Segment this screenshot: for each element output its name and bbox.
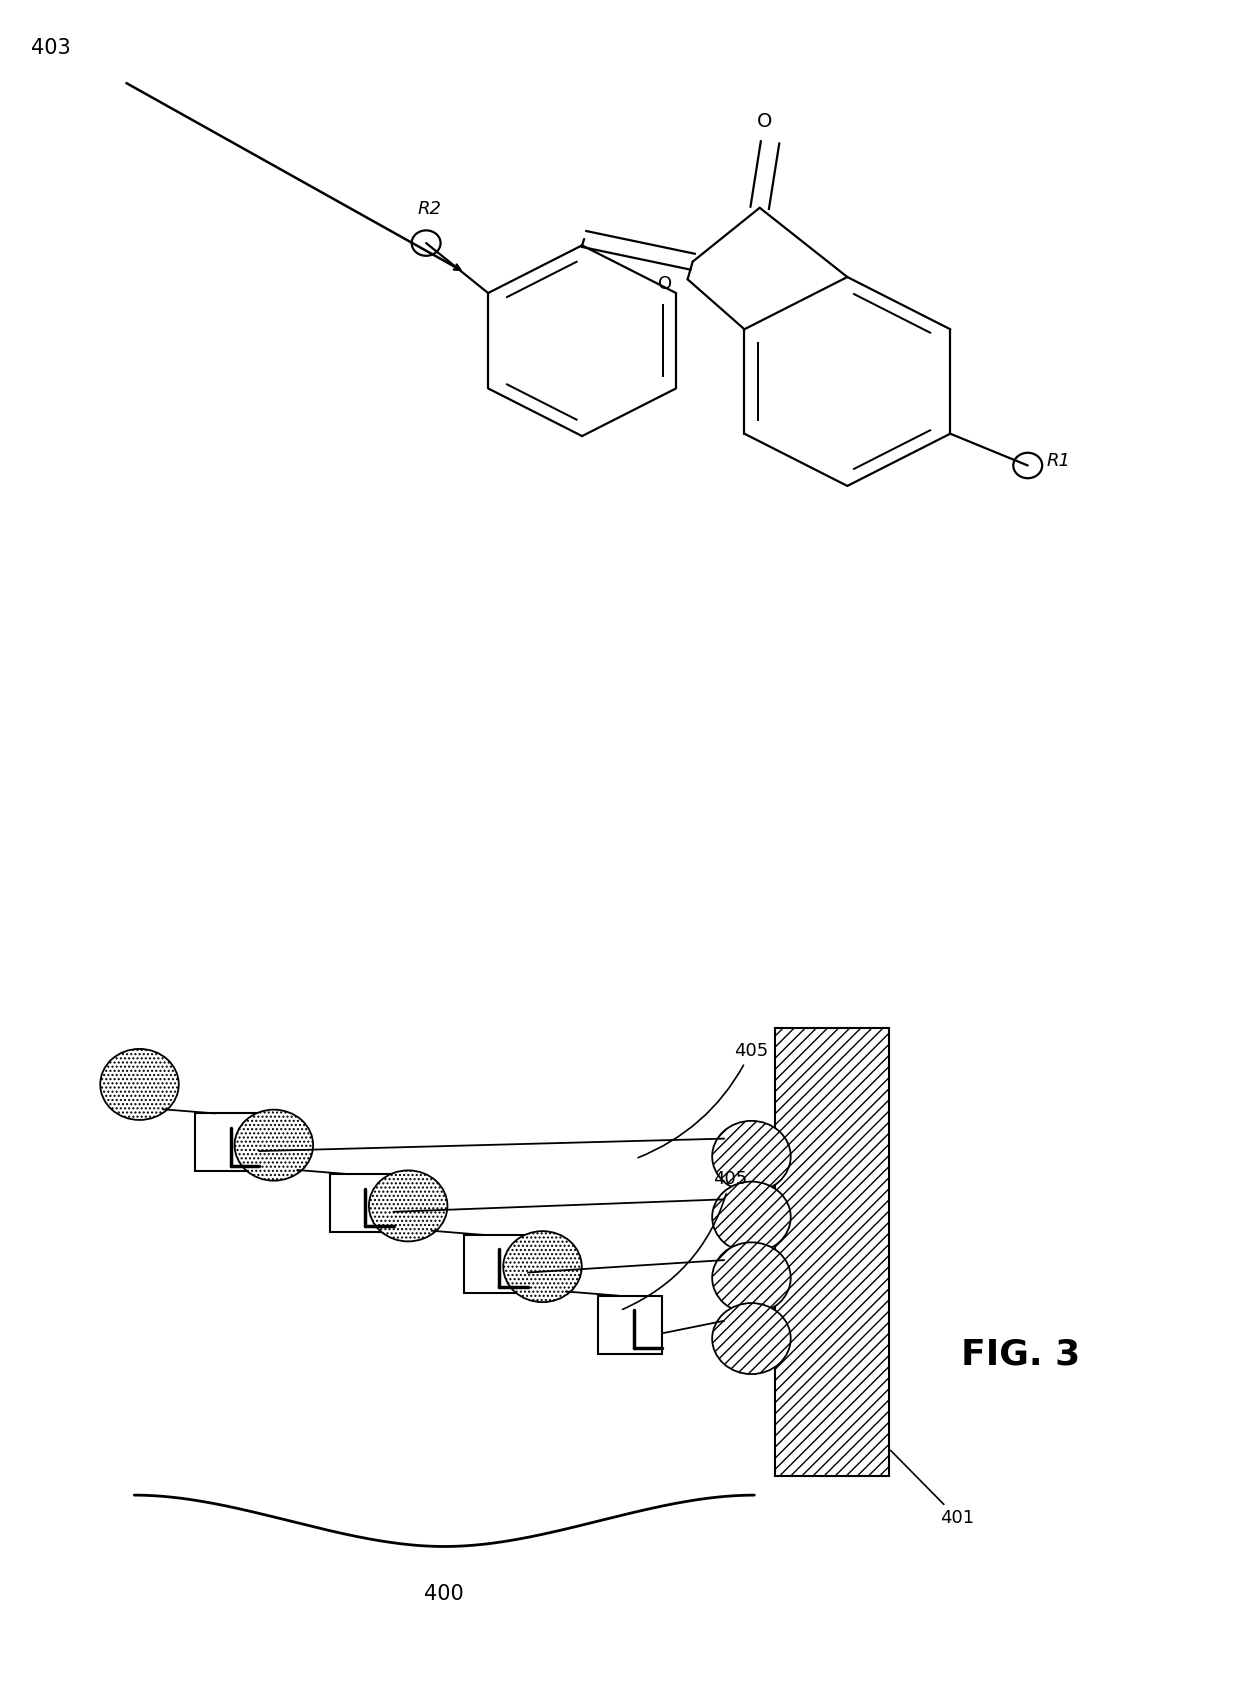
Bar (775, 1028, 889, 1477)
Circle shape (712, 1243, 791, 1314)
Text: O: O (657, 274, 672, 293)
Text: O: O (758, 113, 773, 131)
Circle shape (712, 1181, 791, 1253)
Text: 405: 405 (622, 1171, 748, 1310)
Circle shape (100, 1050, 179, 1120)
Bar (598, 1295, 662, 1354)
Bar (464, 1235, 528, 1293)
Circle shape (503, 1231, 582, 1302)
Bar (330, 1174, 394, 1231)
Text: FIG. 3: FIG. 3 (961, 1337, 1080, 1373)
Text: 400: 400 (424, 1584, 464, 1605)
Circle shape (234, 1110, 312, 1181)
Bar (196, 1113, 259, 1171)
Text: 401: 401 (890, 1450, 975, 1527)
Circle shape (370, 1171, 448, 1241)
Text: 403: 403 (31, 39, 71, 59)
Text: 405: 405 (639, 1041, 768, 1157)
Text: R2: R2 (418, 200, 441, 217)
Text: R1: R1 (1047, 452, 1070, 469)
Circle shape (712, 1120, 791, 1193)
Circle shape (712, 1304, 791, 1374)
